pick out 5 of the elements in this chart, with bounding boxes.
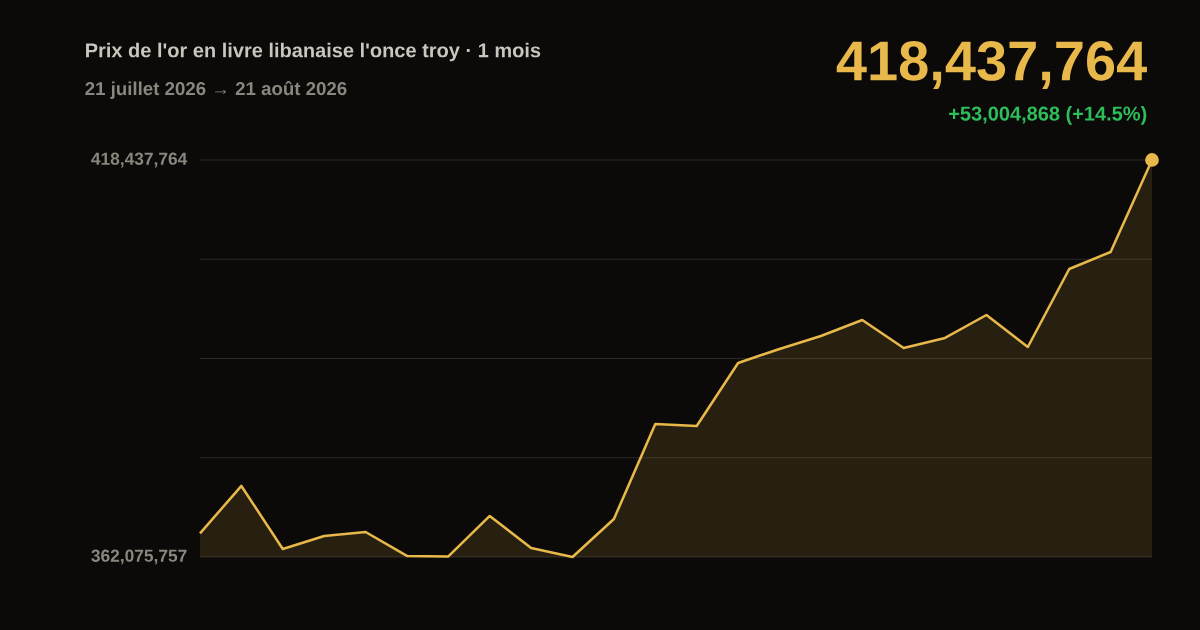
y-tick-label: 362,075,757 [91,549,187,565]
text: 418,437,764 [836,41,1147,89]
chart-subtitle: 21 juillet 2026 → 21 août 2026 [85,81,347,99]
text: +53,004,868 (+14.5%) [949,106,1147,125]
chart-title: Prix de l'or en livre libanaise l'once troy · 1 mois [86,42,541,62]
